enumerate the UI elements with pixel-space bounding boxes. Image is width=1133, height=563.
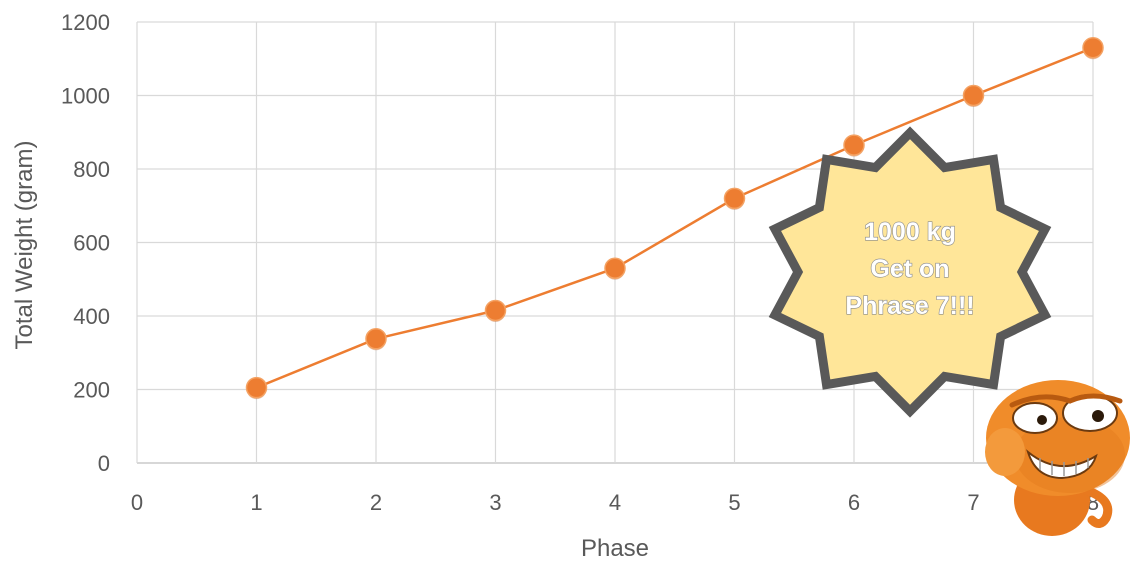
y-tick-label: 400 bbox=[73, 304, 110, 329]
y-tick-label: 600 bbox=[73, 231, 110, 256]
mascot-eye-left bbox=[1012, 402, 1058, 434]
x-tick-label: 5 bbox=[728, 490, 740, 515]
y-tick-label: 200 bbox=[73, 378, 110, 403]
mascot-hand bbox=[985, 428, 1025, 476]
y-tick-label: 0 bbox=[98, 451, 110, 476]
orange-cartoon-mascot-icon bbox=[985, 380, 1130, 536]
data-point bbox=[723, 187, 746, 210]
x-tick-label: 2 bbox=[370, 490, 382, 515]
data-point bbox=[604, 257, 626, 279]
mascot-mouth bbox=[1026, 449, 1098, 480]
mascot-arm bbox=[1081, 485, 1113, 528]
x-tick-label: 4 bbox=[609, 490, 621, 515]
series-line bbox=[256, 46, 1094, 389]
y-tick-label: 1000 bbox=[61, 84, 110, 109]
x-tick-label: 6 bbox=[848, 490, 860, 515]
data-point bbox=[1082, 36, 1104, 59]
callout-line-1: 1000 kg bbox=[864, 218, 956, 246]
y-tick-label: 1200 bbox=[61, 10, 110, 35]
callout-line-3: Phrase 7!!! bbox=[845, 292, 974, 320]
x-axis-label: Phase bbox=[581, 535, 649, 562]
mascot-pupil-left bbox=[1037, 415, 1047, 425]
mascot-brow bbox=[1009, 393, 1123, 408]
mascot-pupil-right bbox=[1092, 410, 1104, 422]
y-axis-label: Total Weight (gram) bbox=[11, 141, 38, 350]
data-point bbox=[365, 328, 387, 350]
x-tick-label: 1 bbox=[250, 490, 262, 515]
y-tick-labels: 0 200 400 600 800 1000 1200 bbox=[61, 10, 110, 476]
data-points bbox=[245, 36, 1104, 400]
y-tick-label: 800 bbox=[73, 157, 110, 182]
x-tick-label: 3 bbox=[489, 490, 501, 515]
callout-line-2: Get on bbox=[870, 255, 949, 283]
mascot-teeth-lines bbox=[1039, 458, 1089, 476]
x-tick-label: 7 bbox=[967, 490, 979, 515]
starburst-shape bbox=[768, 126, 1052, 418]
data-point bbox=[843, 134, 865, 156]
data-point bbox=[962, 84, 985, 107]
data-point bbox=[245, 376, 268, 399]
data-point bbox=[484, 299, 507, 322]
x-tick-label: 0 bbox=[131, 490, 143, 515]
starburst-callout: 1000 kg Get on Phrase 7!!! bbox=[768, 126, 1052, 418]
